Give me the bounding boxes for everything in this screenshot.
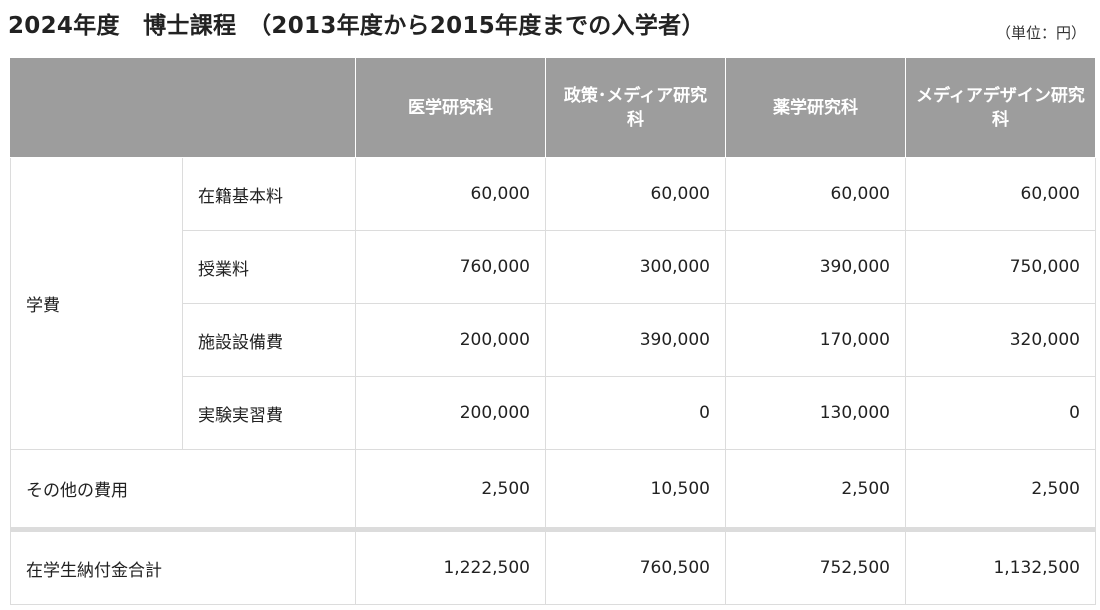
- table-row-total: 在学生納付金合計 1,222,500 760,500 752,500 1,132…: [10, 531, 1096, 605]
- value-cell: 1,222,500: [355, 531, 546, 605]
- value-cell: 2,500: [905, 449, 1096, 528]
- value-cell: 760,500: [545, 531, 726, 605]
- column-header-policy-media: 政策･メディア研究科: [545, 57, 726, 158]
- page-title: 2024年度 博士課程 （2013年度から2015年度までの入学者）: [8, 13, 705, 39]
- value-cell: 200,000: [355, 376, 546, 450]
- value-cell: 60,000: [725, 157, 906, 231]
- header-row: 医学研究科 政策･メディア研究科 薬学研究科 メディアデザイン研究科: [10, 57, 1096, 158]
- table-row: 施設設備費 200,000 390,000 170,000 320,000: [11, 303, 1096, 377]
- value-cell: 60,000: [545, 157, 726, 231]
- value-cell: 2,500: [725, 449, 906, 528]
- value-cell: 320,000: [905, 303, 1096, 377]
- value-cell: 750,000: [905, 230, 1096, 304]
- value-cell: 170,000: [725, 303, 906, 377]
- value-cell: 390,000: [725, 230, 906, 304]
- header-corner-cell: [10, 57, 356, 158]
- row-label: 実験実習費: [182, 376, 356, 450]
- value-cell: 1,132,500: [905, 531, 1096, 605]
- row-label: その他の費用: [10, 449, 356, 528]
- value-cell: 200,000: [355, 303, 546, 377]
- group-label-tuition: 学費: [10, 157, 183, 450]
- unit-note: （単位：円）: [995, 24, 1086, 42]
- table-row-other-fees: その他の費用 2,500 10,500 2,500 2,500: [10, 449, 1096, 528]
- row-label: 施設設備費: [182, 303, 356, 377]
- value-cell: 130,000: [725, 376, 906, 450]
- table-row: 授業料 760,000 300,000 390,000 750,000: [11, 230, 1096, 304]
- value-cell: 752,500: [725, 531, 906, 605]
- table-row: 学費 在籍基本料 60,000 60,000 60,000 60,000: [10, 157, 1096, 450]
- value-cell: 10,500: [545, 449, 726, 528]
- column-header-pharmacy: 薬学研究科: [725, 57, 906, 158]
- value-cell: 760,000: [355, 230, 546, 304]
- fee-table: 医学研究科 政策･メディア研究科 薬学研究科 メディアデザイン研究科 学費 在籍…: [10, 57, 1096, 605]
- value-cell: 390,000: [545, 303, 726, 377]
- value-cell: 60,000: [355, 157, 546, 231]
- column-header-media-design: メディアデザイン研究科: [905, 57, 1096, 158]
- value-cell: 2,500: [355, 449, 546, 528]
- value-cell: 60,000: [905, 157, 1096, 231]
- value-cell: 300,000: [545, 230, 726, 304]
- row-label: 授業料: [182, 230, 356, 304]
- column-header-medicine: 医学研究科: [355, 57, 546, 158]
- value-cell: 0: [545, 376, 726, 450]
- value-cell: 0: [905, 376, 1096, 450]
- row-label: 在学生納付金合計: [10, 531, 356, 605]
- page-header: 2024年度 博士課程 （2013年度から2015年度までの入学者） （単位：円…: [0, 0, 1100, 57]
- row-label: 在籍基本料: [182, 157, 356, 231]
